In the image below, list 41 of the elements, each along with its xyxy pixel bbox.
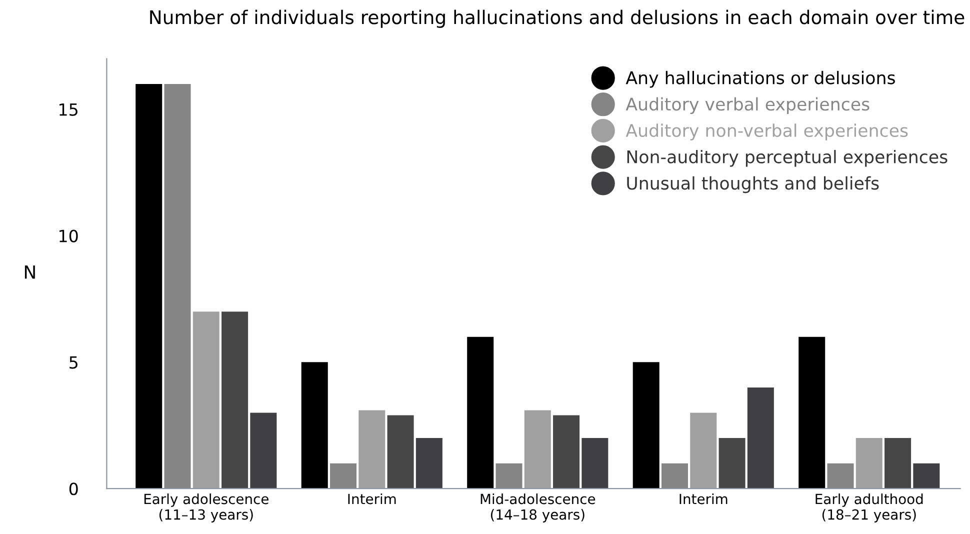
bar (301, 362, 328, 489)
bar (416, 438, 442, 489)
legend-label: Auditory non-verbal experiences (626, 124, 908, 140)
y-tick-label: 15 (60, 103, 78, 116)
bar (913, 463, 940, 489)
legend-label: Unusual thoughts and beliefs (627, 176, 879, 194)
legend-label: Any hallucinations or delusions (626, 70, 895, 88)
bar (496, 463, 522, 489)
bar (250, 412, 277, 489)
x-tick-label: Early adolescence (11–13 years) (144, 493, 268, 522)
y-tick-label: 0 (69, 482, 78, 496)
x-tick-label: Interim (348, 493, 396, 504)
bar (747, 387, 774, 489)
bar (358, 410, 386, 489)
bar (164, 84, 191, 489)
bar (798, 336, 826, 489)
bar (222, 312, 248, 489)
x-tick-label: Interim (680, 493, 728, 504)
chart-title: Number of individuals reporting hallucinations and delusions in each domain over time (150, 10, 964, 28)
bar (467, 336, 494, 489)
bar (884, 438, 912, 489)
bar (387, 415, 414, 489)
bar (553, 415, 580, 489)
bar (192, 312, 220, 489)
y-axis-title: N (24, 265, 35, 279)
y-tick-label: 10 (60, 230, 78, 242)
legend-label: Non-auditory perceptual experiences (627, 150, 948, 167)
bar (690, 412, 717, 489)
bar (827, 463, 854, 489)
bar (661, 463, 688, 489)
y-tick-label: 5 (70, 356, 78, 369)
bar (136, 84, 162, 489)
bar (856, 438, 882, 489)
bar (524, 410, 551, 489)
bar (582, 438, 608, 489)
bar (330, 463, 357, 489)
x-tick-label: Early adulthood (18–21 years) (816, 493, 923, 522)
x-tick-label: Mid-adolescence (14–18 years) (480, 493, 596, 522)
bar (718, 438, 746, 489)
bar (632, 362, 660, 489)
legend-label: Auditory verbal experiences (626, 97, 870, 114)
